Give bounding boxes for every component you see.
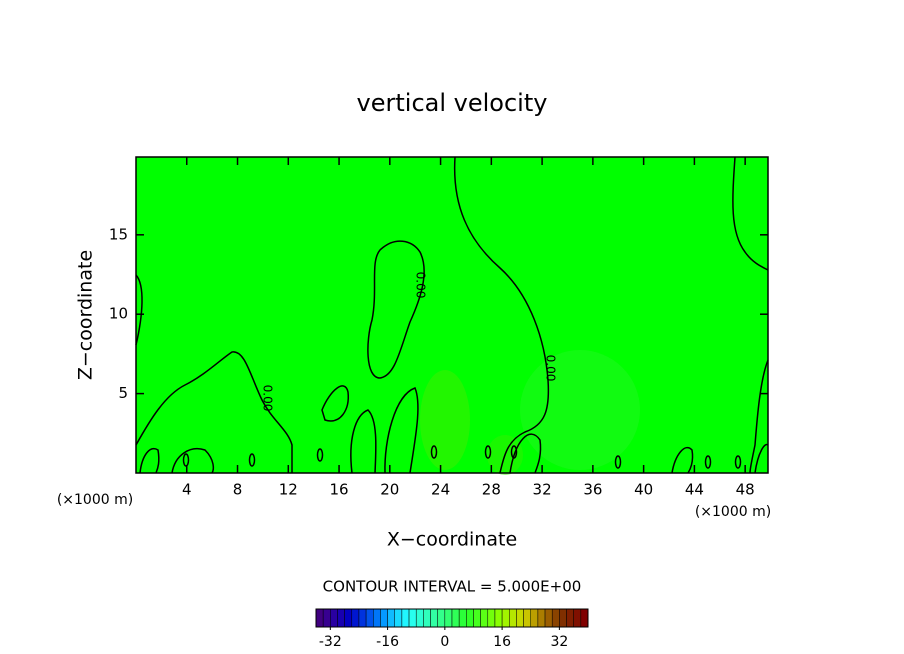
x-tick-label: 28	[482, 481, 501, 499]
colorbar-cell	[358, 608, 367, 628]
colorbar-cell	[430, 608, 438, 628]
colorbar-cell	[480, 608, 489, 628]
y-tick-label: 15	[109, 225, 128, 243]
x-tick-label: 36	[583, 481, 602, 499]
x-tick-label: 48	[736, 481, 755, 499]
colorbar-cell	[580, 608, 589, 628]
x-tick-label: 12	[279, 481, 298, 499]
contour-line	[171, 448, 215, 474]
contour-line	[484, 445, 492, 459]
contour-line	[350, 409, 377, 474]
y-axis-label: Z−coordinate	[75, 250, 97, 380]
contour-line	[430, 445, 438, 459]
contour-label: 0.00	[261, 385, 275, 412]
colorbar-cell	[401, 608, 410, 628]
colorbar-cell	[487, 608, 496, 628]
contour-line	[614, 455, 622, 469]
colorbar-cell	[537, 608, 546, 628]
contour-line	[367, 240, 425, 379]
x-tick-label: 44	[685, 481, 704, 499]
chart-title: vertical velocity	[357, 89, 548, 117]
colorbar-cell	[501, 608, 510, 628]
colorbar-tick-label: 16	[493, 634, 511, 650]
colorbar-cell	[408, 608, 417, 628]
colorbar-tick-label: 0	[440, 634, 449, 650]
x-tick-label: 8	[233, 481, 243, 499]
plot-frame	[135, 156, 769, 474]
x-tick-label: 40	[634, 481, 653, 499]
colorbar-cell	[322, 608, 331, 628]
colorbar-cell	[315, 608, 324, 628]
contour-line	[704, 455, 712, 469]
colorbar-cell	[544, 608, 553, 628]
colorbar-cell	[494, 608, 503, 628]
colorbar-cell	[444, 608, 453, 628]
contour-line	[754, 443, 769, 474]
contour-line	[384, 387, 419, 474]
contour-line	[182, 453, 190, 467]
x-unit-label: (×1000 m)	[57, 492, 133, 508]
contour-line	[316, 448, 324, 462]
colorbar-cell	[451, 608, 460, 628]
colorbar-cell	[365, 608, 374, 628]
x-tick-label: 16	[330, 481, 349, 499]
x-tick-label: 20	[380, 481, 399, 499]
contour-interval: CONTOUR INTERVAL = 5.000E+00	[323, 578, 582, 596]
colorbar-cell	[415, 608, 424, 628]
colorbar-tick-label: -16	[376, 634, 399, 650]
colorbar-cell	[516, 608, 524, 628]
contour-line	[749, 359, 769, 474]
colorbar-cell	[573, 608, 582, 628]
contour-line	[135, 351, 293, 473]
colorbar-cell	[530, 608, 539, 628]
colorbar-cell	[330, 608, 338, 628]
x-tick-label: 24	[431, 481, 450, 499]
colorbar-tick-label: -32	[319, 634, 342, 650]
x-tick-label: 32	[533, 481, 552, 499]
contour-line	[453, 156, 550, 474]
field-shade	[420, 370, 470, 470]
contour-line	[732, 156, 769, 271]
colorbar-cell	[380, 608, 388, 628]
colorbar-cell	[523, 608, 531, 628]
contour-line	[135, 274, 143, 346]
colorbar-cell	[387, 608, 395, 628]
colorbar-cell	[458, 608, 467, 628]
colorbar-cell	[509, 608, 517, 628]
field-shade	[520, 350, 640, 470]
contour-line	[248, 453, 256, 467]
colorbar-cell	[344, 608, 353, 628]
contour-label: 0.00	[544, 355, 558, 382]
y-tick-label: 10	[109, 305, 128, 323]
colorbar-cell	[423, 608, 431, 628]
colorbar-cell	[373, 608, 381, 628]
colorbar-cell	[566, 608, 574, 628]
colorbar-cell	[394, 608, 403, 628]
contour-line	[734, 455, 742, 469]
colorbar-cell	[351, 608, 360, 628]
x-unit-label: (×1000 m)	[695, 504, 771, 520]
x-axis-label: X−coordinate	[387, 529, 517, 551]
contour-line	[139, 448, 160, 474]
x-tick-label: 4	[182, 481, 192, 499]
colorbar-cell	[551, 608, 560, 628]
contour-label: 0.00	[414, 272, 428, 299]
y-tick-label: 5	[118, 384, 128, 402]
colorbar-cell	[337, 608, 345, 628]
colorbar-cell	[466, 608, 474, 628]
colorbar-frame	[315, 608, 589, 628]
contour-line	[321, 385, 349, 422]
contour-line	[510, 445, 518, 459]
colorbar-cell	[559, 608, 567, 628]
colorbar-tick-label: 32	[550, 634, 568, 650]
colorbar-cell	[437, 608, 446, 628]
contour-line	[671, 446, 694, 474]
colorbar-cell	[473, 608, 481, 628]
